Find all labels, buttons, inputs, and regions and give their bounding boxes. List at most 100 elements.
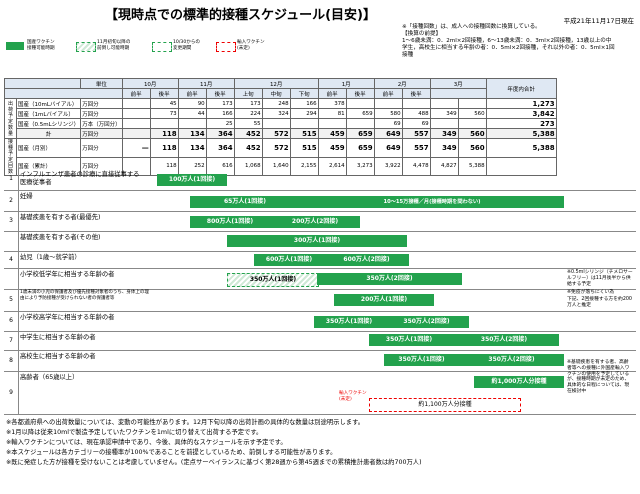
dose-conversion-note: ※「接種回数」は、成人への接種回数に換算している。 【換算の前提】 1～6歳未満… [402,24,636,59]
priority-number: 9 [4,371,19,414]
value-cell [373,98,403,109]
value-cell: 459 [317,138,347,158]
note-line: 1～6歳未満：0．2ml×2回接種，6～13歳未満：0．3ml×2回接種，13歳… [402,38,612,44]
empty-cell [121,128,151,139]
row-label: 国産（月別） [15,138,82,158]
side-note-import: ※基礎疾患を有する者、高齢者等への接種に外国産輸入ワクチンの使用を予定しているが… [567,360,630,394]
value-cell [429,98,459,109]
priority-label: 小学校高学年に相当する年齢の者 [20,314,115,321]
value-cell: — [121,138,151,158]
priority-label: 小学校低学年に相当する年齢の者 [20,271,115,278]
header-unit: 単位 [80,78,123,89]
row-label: 国産（10mLバイアル） [15,98,82,109]
priority-row: 9 高齢者（65歳以上） 約1,000万人分接種 約1,100万人分接種 輸入ワクチン … [4,371,636,415]
header-month: 3月 [429,78,487,89]
legend-label: 輸入ワクチン (未定) [237,40,265,51]
schedule-bar: 350万人(2回接) [317,273,462,285]
schedule-bar: 100万人(1回接) [157,174,227,186]
value-cell: 649 [373,128,403,139]
value-cell: 81 [317,108,347,119]
priority-number: 5 [4,289,19,311]
value-cell: 134 [177,138,207,158]
sub-header: 後半 [345,88,375,99]
legend-swatch-dashed [152,42,172,52]
value-cell: 1,640 [261,156,291,176]
priority-number: 2 [4,190,19,211]
value-cell: 69 [401,118,431,129]
sub-header: 前半 [373,88,403,99]
schedule-bar: 800万人(1回接) [190,216,270,228]
value-cell: 572 [261,128,291,139]
page-date: 平成21年11月17日現在 [563,17,634,25]
value-cell [457,118,487,129]
sub-header: 前半 [177,88,207,99]
shipment-row: 国産（1mLバイアル） 万回分 73 44 166 224 324 294 81 659 580 48… [5,108,557,119]
value-cell: 44 [177,108,207,119]
legend-domestic: 国産ワクチン 接種可能時期 [6,40,68,58]
subtotal-row: 計万回分 118 134 364 452 572 515 459 659 649 557 349 560… [5,128,557,139]
legend-swatch-hatch [76,42,96,52]
footnote: ※輸入ワクチンについては、現在承認申請中であり、今後、具体的なスケジュールを示す… [6,439,287,446]
value-cell: 649 [373,138,403,158]
schedule-bar: 600万人(2回接) [324,254,409,266]
value-cell [345,98,375,109]
sub-header: 後半 [149,88,179,99]
row-unit: 万回分 [80,108,123,119]
header-month: 2月 [373,78,431,89]
priority-label: 中学生に相当する年齢の者 [20,334,96,341]
group-label: 出荷予定数量 [4,98,17,139]
value-cell: 55 [233,118,263,129]
value-cell: 294 [289,108,319,119]
value-cell: 45 [149,98,179,109]
value-cell: 560 [457,138,487,158]
schedule-bar: 65万人(1回接) [190,196,300,208]
schedule-bar: 10～15万接種／月(接種時期を問わない) [300,196,564,208]
schedule-bar: 350万人(2回接) [459,354,564,366]
value-cell: 166 [205,108,235,119]
value-cell [429,118,459,129]
value-cell: 659 [345,128,375,139]
header-month: 11月 [177,78,235,89]
empty-cell [121,108,151,119]
total-cell: 1,273 [485,98,557,109]
row-unit: 万回分 [80,98,123,109]
legend-swatch-solid [6,42,24,50]
value-cell: 560 [457,108,487,119]
legend-import: 輸入ワクチン (未定) [216,40,276,58]
sub-header: 前半 [317,88,347,99]
vaccination-row: 接種予定回数 国産（月別） 万回分 —118 134 364 452 572 515 459 659… [4,138,557,176]
priority-row: 1 インフルエンザ患者の診療に直接従事する医療従事者 100万人(1回接) [4,168,636,191]
priority-row: 7 中学生に相当する年齢の者 350万人(1回接) 350万人(2回接) [4,331,636,351]
value-cell: 2,155 [289,156,319,176]
priority-number: 8 [4,350,19,371]
total-cell: 3,842 [485,108,557,119]
priority-label: インフルエンザ患者の診療に直接従事する医療従事者 [20,171,140,186]
value-cell [149,118,179,129]
priority-number: 1 [4,168,19,190]
shipment-rows: 出荷予定数量 国産（10mLバイアル） 万回分 45 90 173 173 248 166 378… [4,98,557,139]
priority-row: 5 1歳未満の小児の保護者及び優先接種対象者のうち、身体上の理由により予防接種が受… [4,289,636,312]
value-cell: 364 [205,128,235,139]
vaccination-rows: 接種予定回数 国産（月別） 万回分 —118 134 364 452 572 515 459 659… [4,138,557,176]
sub-header: 下旬 [289,88,319,99]
priority-label: 幼児（1歳～就学前） [20,254,81,261]
value-cell: 659 [345,138,375,158]
schedule-bar: 350万人(1回接) [369,334,449,346]
value-cell: 557 [401,128,431,139]
page-title: 【現時点での標準的接種スケジュール(目安)】 [105,8,376,23]
note-line: ※「接種回数」は、成人への接種回数に換算している。 [402,24,541,30]
schedule-bar: 350万人(2回接) [384,316,469,328]
value-cell: 69 [373,118,403,129]
priority-label: 基礎疾患を有する者(最優先) [20,214,101,221]
priority-row: 小学校低学年に相当する年齢の者 350万人(1回接) 350万人(2回接) [4,268,636,290]
value-cell: 324 [261,108,291,119]
sub-header: 後半 [401,88,431,99]
value-cell: 1,068 [233,156,263,176]
schedule-bar: 約1,100万人分接種 [369,398,521,412]
value-cell: 173 [205,98,235,109]
schedule-bar: 600万人(1回接) [254,254,324,266]
total-cell: 273 [485,118,557,129]
footnote: ※1月以降は従来10mlで製造予定していたワクチンを1mlに切り替えて出荷する予… [6,429,263,436]
side-note-two-dose: 下記、2回接種する方を約200万人と推定 [567,297,632,308]
row-unit: 万本（万回分） [80,118,123,129]
